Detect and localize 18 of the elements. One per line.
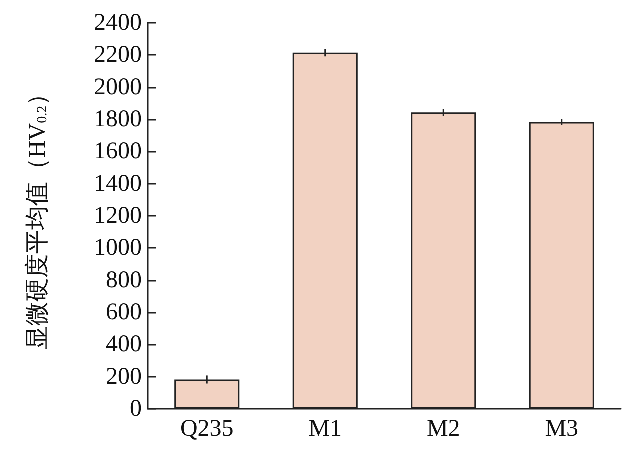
y-tick-label: 200 (106, 364, 142, 390)
x-tick-label: M1 (308, 416, 342, 442)
x-tick-label: M3 (545, 416, 579, 442)
y-tick-label: 600 (106, 300, 142, 326)
x-tick-label: Q235 (180, 416, 234, 442)
y-tick-label: 2200 (94, 42, 142, 68)
y-tick-label: 1200 (94, 203, 142, 229)
y-tick-label: 400 (106, 332, 142, 358)
y-tick-label: 1800 (94, 106, 142, 132)
y-tick-label: 2400 (94, 10, 142, 36)
x-tick-label: M2 (426, 416, 460, 442)
y-tick-label: 1000 (94, 235, 142, 262)
y-tick-label: 800 (106, 267, 142, 294)
y-tick-label: 2000 (94, 74, 142, 100)
y-tick-label: 1600 (94, 138, 142, 165)
y-tick-label: 0 (130, 396, 142, 422)
y-tick-label: 1400 (94, 170, 142, 197)
y-axis-title: 显微硬度平均值（HV0.2） (24, 82, 51, 350)
